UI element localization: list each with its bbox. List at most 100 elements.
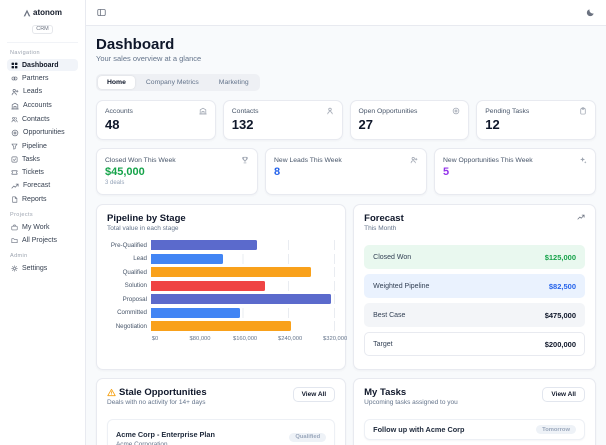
sidebar-item-pipeline[interactable]: Pipeline: [7, 140, 78, 152]
forecast-value: $82,500: [548, 281, 576, 291]
users-icon: [11, 116, 18, 123]
logo-badge: CRM: [32, 24, 53, 34]
sidebar-item-my-work[interactable]: My Work: [7, 221, 78, 233]
sidebar-item-accounts[interactable]: Accounts: [7, 99, 78, 112]
dashboard-content: Dashboard Your sales overview at a glanc…: [86, 26, 606, 445]
kpi-label: Pending Tasks: [485, 107, 530, 115]
forecast-label: Best Case: [373, 311, 406, 319]
sidebar-item-reports[interactable]: Reports: [7, 193, 78, 205]
pipeline-bar-chart: Pre-Qualified Lead Qualified Solution Pr…: [107, 239, 336, 333]
bottom-row: Stale Opportunities Deals with no activi…: [96, 378, 596, 445]
sidebar-item-tickets[interactable]: Tickets: [7, 166, 78, 178]
kpi-value: 5: [443, 166, 450, 178]
chart-bar-row-pre-qualified: Pre-Qualified: [107, 239, 336, 252]
tasks-title: My Tasks: [364, 387, 407, 398]
my-tasks-card: My Tasks Upcoming tasks assigned to you …: [353, 378, 596, 445]
chart-bar: [151, 267, 312, 278]
forecast-value: $200,000: [544, 339, 576, 349]
sparkles-icon: [579, 156, 587, 164]
chart-track: [151, 307, 336, 318]
sidebar-item-settings[interactable]: Settings: [7, 262, 78, 274]
theme-toggle-moon-icon[interactable]: [586, 8, 595, 17]
tab-marketing[interactable]: Marketing: [218, 79, 249, 86]
sidebar-item-label: Contacts: [22, 115, 50, 123]
tab-company-metrics[interactable]: Company Metrics: [145, 79, 199, 86]
chart-bar: [151, 321, 292, 332]
chart-bar-row-committed: Committed: [107, 307, 336, 320]
forecast-value: $125,000: [544, 252, 576, 262]
stale-view-all-button[interactable]: View All: [292, 387, 336, 402]
page-title: Dashboard: [96, 36, 175, 53]
stale-opportunities-card: Stale Opportunities Deals with no activi…: [96, 378, 347, 445]
x-axis-tick-label: $240,000: [278, 335, 303, 342]
chart-track: [151, 294, 336, 305]
sidebar-item-label: Opportunities: [23, 129, 65, 136]
chart-bar-row-lead: Lead: [107, 253, 336, 266]
person-icon: [326, 107, 334, 115]
sidebar-item-dashboard[interactable]: Dashboard: [7, 59, 78, 71]
forecast-value: $475,000: [544, 310, 576, 320]
chart-bar-row-qualified: Qualified: [107, 266, 336, 279]
sidebar-item-label: Partners: [22, 74, 49, 82]
stale-opportunity-item[interactable]: Acme Corp - Enterprise Plan Acme Corpora…: [107, 419, 336, 445]
page-subtitle: Your sales overview at a glance: [96, 54, 202, 63]
sidebar-item-label: Pipeline: [22, 142, 47, 150]
kpi-subtext: 3 deals: [105, 180, 125, 186]
folder-icon: [11, 237, 18, 244]
funnel-icon: [11, 143, 18, 150]
tab-home[interactable]: Home: [98, 76, 135, 89]
forecast-label: Closed Won: [373, 253, 412, 261]
sidebar-item-tasks[interactable]: Tasks: [7, 153, 78, 165]
kpi-value: 132: [231, 117, 254, 132]
logo-text: atonom: [33, 8, 62, 17]
target-icon: [452, 107, 460, 115]
sidebar-item-contacts[interactable]: Contacts: [7, 113, 78, 125]
sidebar-item-leads[interactable]: Leads: [7, 85, 78, 98]
kpi-value: 12: [485, 117, 500, 132]
sidebar-nav: Navigation Dashboard Partners Leads Acco…: [7, 50, 78, 274]
forecast-card: Forecast This Month Closed Won $125,000 …: [353, 204, 596, 370]
grid-icon: [11, 62, 18, 69]
person-plus-icon: [410, 156, 418, 164]
sidebar-item-label: All Projects: [22, 236, 58, 244]
stage-badge: Qualified: [289, 432, 327, 442]
forecast-label: Weighted Pipeline: [373, 282, 430, 290]
forecast-row-target: Target $200,000: [364, 332, 585, 356]
kpi-label: Open Opportunities: [358, 107, 418, 115]
task-item[interactable]: Follow up with Acme Corp Tomorrow: [364, 419, 585, 440]
chart-bar-row-negotiation: Negotiation: [107, 320, 336, 333]
sidebar-toggle-icon[interactable]: [97, 8, 106, 17]
sidebar-item-opportunities[interactable]: Opportunities: [7, 126, 78, 139]
chart-category-label: Pre-Qualified: [110, 241, 147, 249]
kpi-card-contacts: Contacts 132: [222, 100, 343, 140]
kpi-label: New Opportunities This Week: [443, 156, 533, 164]
tasks-view-all-button[interactable]: View All: [542, 387, 585, 402]
kpi-label: Contacts: [231, 107, 259, 115]
kpi-card-open-opportunities: Open Opportunities 27: [349, 100, 470, 140]
trend-icon: [11, 182, 19, 190]
tasks-subtitle: Upcoming tasks assigned to you: [364, 399, 458, 406]
forecast-row-closed-won: Closed Won $125,000: [364, 245, 585, 269]
opportunity-company: Acme Corporation: [116, 440, 168, 445]
sidebar-item-label: Tickets: [22, 168, 44, 176]
kpi-value: 27: [358, 117, 373, 132]
kpi-value: 48: [105, 117, 120, 132]
kpi-label: Accounts: [105, 107, 133, 115]
forecast-row-best-case: Best Case $475,000: [364, 303, 585, 327]
sidebar-item-label: Settings: [22, 264, 48, 272]
task-name: Follow up with Acme Corp: [373, 425, 465, 434]
sidebar-item-all-projects[interactable]: All Projects: [7, 234, 78, 246]
chart-category-label: Negotiation: [115, 322, 147, 330]
forecast-title: Forecast: [364, 213, 404, 224]
chart-category-label: Proposal: [122, 295, 147, 303]
pipeline-x-axis: $0 $80,000 $160,000 $240,000 $320,000: [152, 335, 347, 345]
sidebar-item-partners[interactable]: Partners: [7, 72, 78, 84]
sidebar-item-label: Tasks: [22, 155, 40, 163]
chart-bar: [151, 253, 223, 264]
sidebar-item-label: Accounts: [23, 102, 52, 109]
sidebar-item-forecast[interactable]: Forecast: [7, 179, 78, 192]
chart-bar-row-solution: Solution: [107, 280, 336, 293]
x-axis-tick-label: $80,000: [189, 335, 211, 342]
chart-track: [151, 267, 336, 278]
task-list: Follow up with Acme Corp Tomorrow Prepar…: [364, 419, 585, 445]
